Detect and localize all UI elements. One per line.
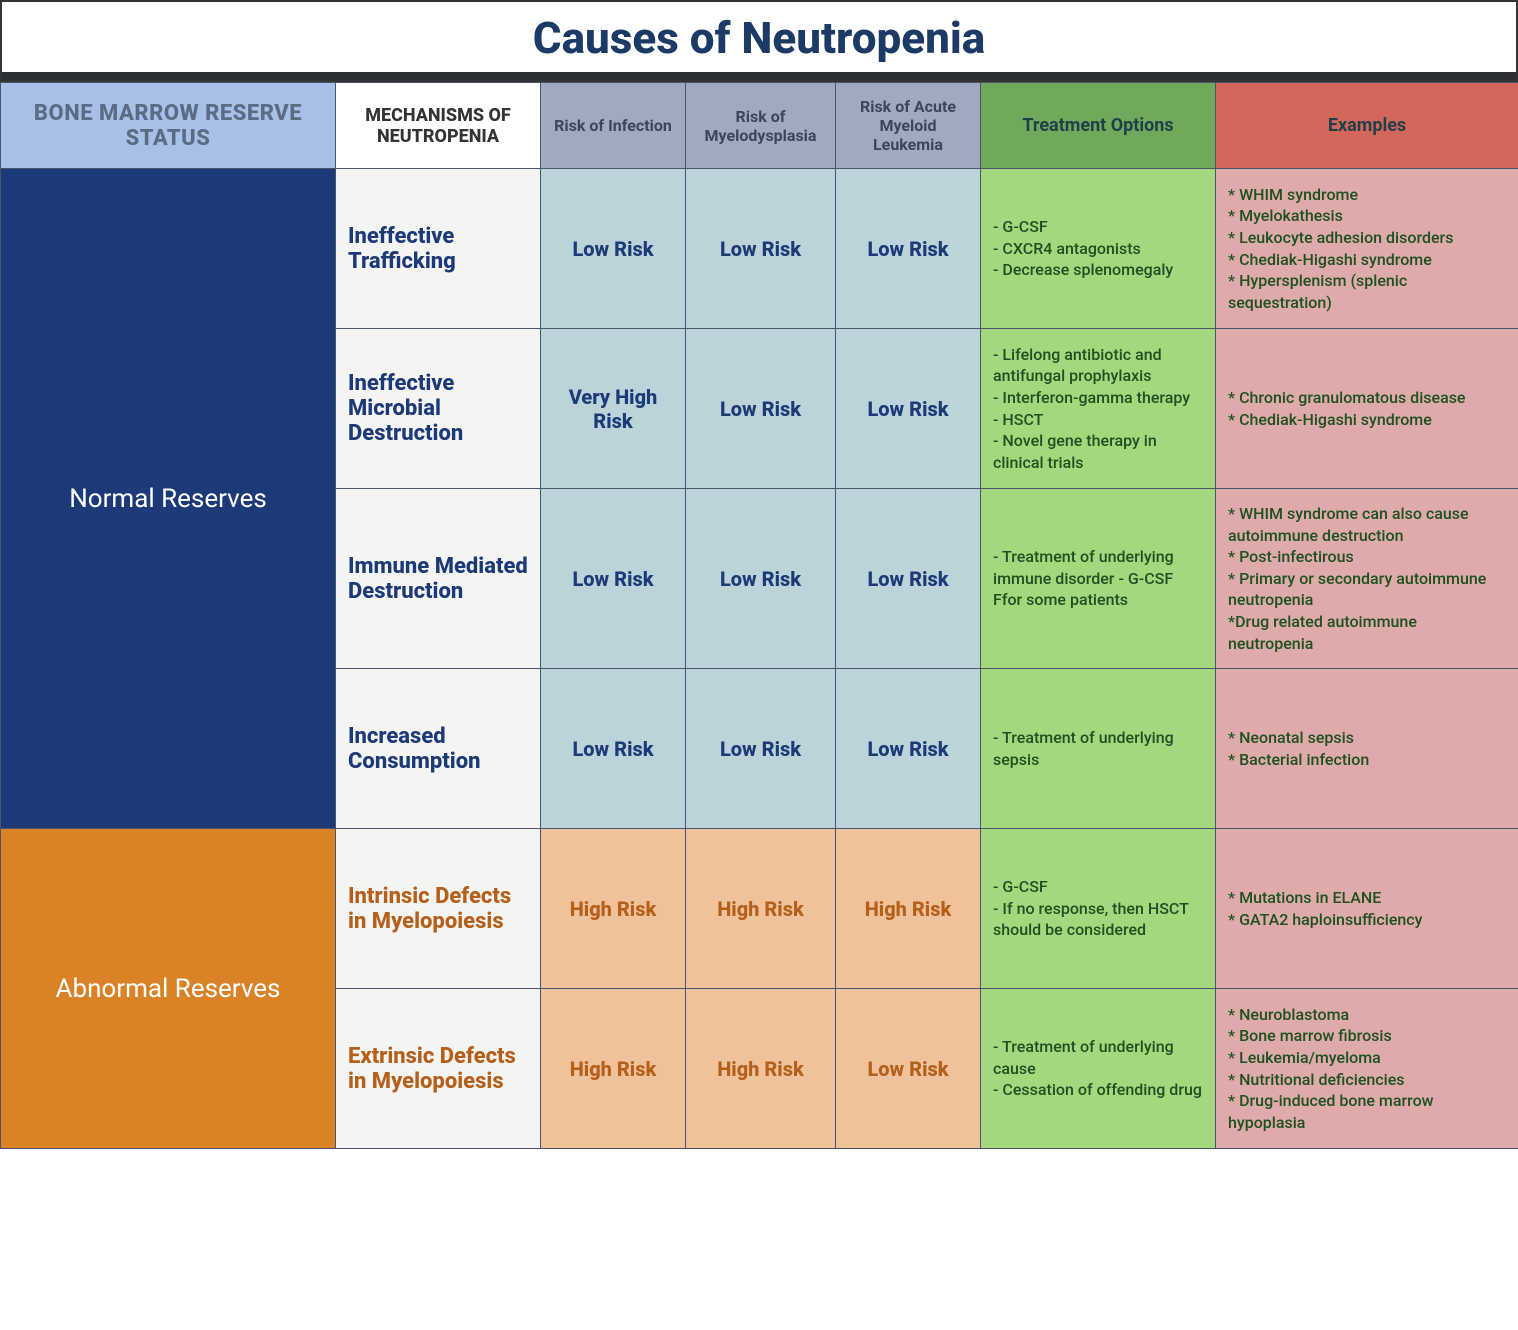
header-row: BONE MARROW RESERVE STATUS MECHANISMS OF…: [1, 83, 1518, 169]
mechanism-cell: Ineffective Trafficking: [336, 169, 541, 329]
table-row: Normal Reserves Ineffective Trafficking …: [1, 169, 1518, 329]
risk-myelodysplasia-cell: High Risk: [686, 989, 836, 1149]
col-header-examples: Examples: [1216, 83, 1518, 169]
treatment-cell: - Lifelong antibiotic and antifungal pro…: [981, 329, 1216, 489]
page-title: Causes of Neutropenia: [0, 0, 1518, 72]
risk-aml-cell: Low Risk: [836, 989, 981, 1149]
examples-cell: * Mutations in ELANE * GATA2 haploinsuff…: [1216, 829, 1518, 989]
status-cell-abnormal: Abnormal Reserves: [1, 829, 336, 1149]
examples-cell: * Chronic granulomatous disease * Chedia…: [1216, 329, 1518, 489]
risk-infection-cell: Very High Risk: [541, 329, 686, 489]
col-header-risk-aml: Risk of Acute Myeloid Leukemia: [836, 83, 981, 169]
status-cell-normal: Normal Reserves: [1, 169, 336, 829]
col-header-treatment: Treatment Options: [981, 83, 1216, 169]
header-rule: [0, 72, 1518, 82]
treatment-cell: - G-CSF - CXCR4 antagonists - Decrease s…: [981, 169, 1216, 329]
examples-cell: * Neuroblastoma * Bone marrow fibrosis *…: [1216, 989, 1518, 1149]
risk-aml-cell: Low Risk: [836, 169, 981, 329]
col-header-risk-myelodysplasia: Risk of Myelodysplasia: [686, 83, 836, 169]
risk-aml-cell: Low Risk: [836, 489, 981, 669]
treatment-cell: - G-CSF - If no response, then HSCT shou…: [981, 829, 1216, 989]
mechanism-cell: Intrinsic Defects in Myelopoiesis: [336, 829, 541, 989]
risk-aml-cell: Low Risk: [836, 669, 981, 829]
mechanism-cell: Extrinsic Defects in Myelopoiesis: [336, 989, 541, 1149]
treatment-cell: - Treatment of underlying immune disorde…: [981, 489, 1216, 669]
neutropenia-table: BONE MARROW RESERVE STATUS MECHANISMS OF…: [0, 82, 1518, 1149]
risk-myelodysplasia-cell: Low Risk: [686, 669, 836, 829]
risk-infection-cell: Low Risk: [541, 489, 686, 669]
examples-cell: * Neonatal sepsis * Bacterial infection: [1216, 669, 1518, 829]
col-header-risk-infection: Risk of Infection: [541, 83, 686, 169]
mechanism-cell: Ineffective Microbial Destruction: [336, 329, 541, 489]
risk-infection-cell: High Risk: [541, 989, 686, 1149]
risk-infection-cell: Low Risk: [541, 169, 686, 329]
risk-myelodysplasia-cell: Low Risk: [686, 169, 836, 329]
examples-cell: * WHIM syndrome can also cause autoimmun…: [1216, 489, 1518, 669]
table-row: Abnormal Reserves Intrinsic Defects in M…: [1, 829, 1518, 989]
examples-cell: * WHIM syndrome * Myelokathesis * Leukoc…: [1216, 169, 1518, 329]
risk-myelodysplasia-cell: High Risk: [686, 829, 836, 989]
col-header-status: BONE MARROW RESERVE STATUS: [1, 83, 336, 169]
mechanism-cell: Increased Consumption: [336, 669, 541, 829]
risk-infection-cell: Low Risk: [541, 669, 686, 829]
risk-myelodysplasia-cell: Low Risk: [686, 489, 836, 669]
page: Causes of Neutropenia BONE MARROW RESERV…: [0, 0, 1518, 1149]
col-header-mechanism: MECHANISMS OF NEUTROPENIA: [336, 83, 541, 169]
risk-aml-cell: High Risk: [836, 829, 981, 989]
risk-aml-cell: Low Risk: [836, 329, 981, 489]
treatment-cell: - Treatment of underlying cause - Cessat…: [981, 989, 1216, 1149]
risk-myelodysplasia-cell: Low Risk: [686, 329, 836, 489]
treatment-cell: - Treatment of underlying sepsis: [981, 669, 1216, 829]
mechanism-cell: Immune Mediated Destruction: [336, 489, 541, 669]
risk-infection-cell: High Risk: [541, 829, 686, 989]
